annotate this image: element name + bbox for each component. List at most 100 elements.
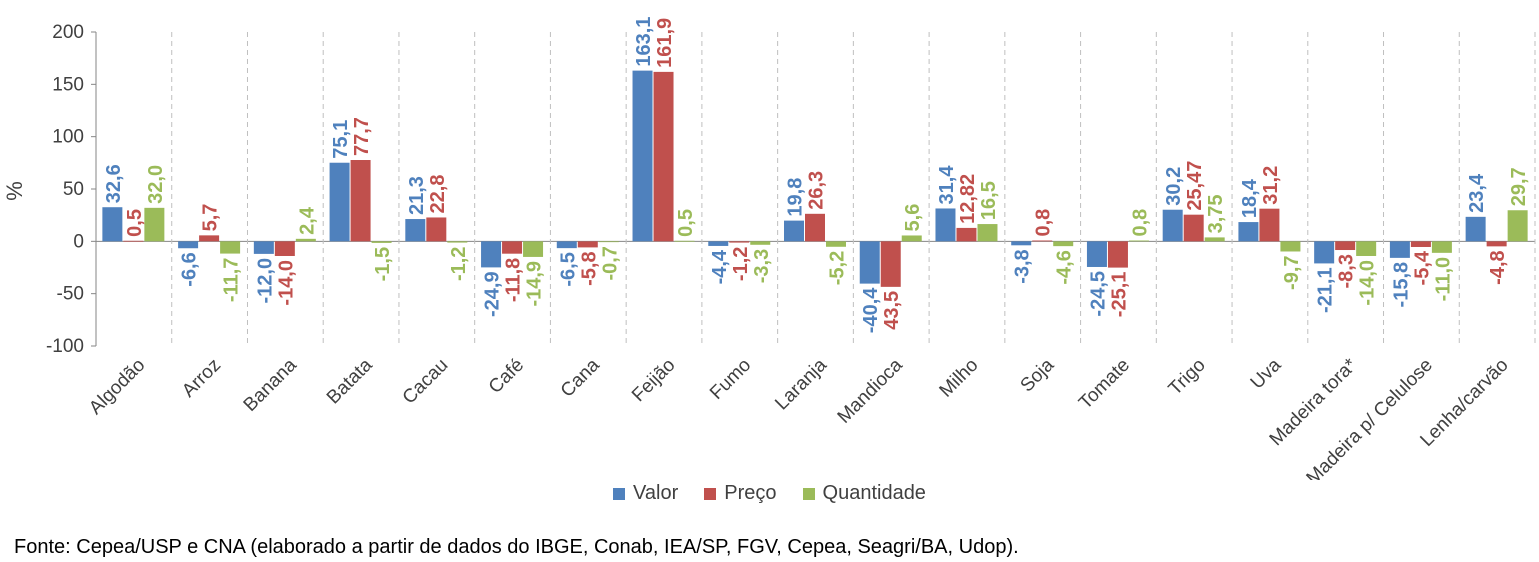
bar-valor-4	[405, 219, 426, 242]
y-tick-label: 100	[52, 127, 84, 148]
data-label-valor-15: 18,4	[1239, 178, 1261, 218]
data-label-preço-4: 22,8	[427, 175, 449, 214]
category-label: Café	[485, 355, 528, 398]
category-label: Laranja	[771, 354, 831, 414]
bar-valor-9	[784, 220, 804, 242]
data-label-preço-3: 77,7	[351, 117, 373, 156]
category-label: Cana	[557, 354, 604, 401]
bar-quantidade-3	[371, 241, 392, 243]
legend-swatch-valor	[613, 487, 626, 500]
category-label: Batata	[323, 354, 377, 408]
bar-preço-7	[653, 71, 674, 242]
data-label-quantidade-4: -1,2	[448, 247, 470, 281]
data-label-valor-9: 19,8	[785, 178, 807, 217]
data-label-preço-16: -8,3	[1336, 254, 1358, 288]
data-label-valor-11: 31,4	[936, 165, 958, 205]
data-label-preço-8: -1,2	[730, 247, 752, 281]
data-label-preço-17: -5,4	[1411, 250, 1433, 285]
legend-item-valor: Valor	[613, 482, 678, 505]
bar-valor-1	[178, 241, 199, 249]
bar-quantidade-9	[826, 241, 846, 247]
bar-preço-14	[1183, 214, 1204, 242]
chart-legend: Valor Preço Quantidade	[0, 482, 1539, 505]
data-label-valor-0: 32,6	[103, 164, 125, 203]
bar-valor-16	[1314, 241, 1335, 264]
data-label-quantidade-11: 16,5	[978, 181, 1000, 220]
data-label-quantidade-10: 5,6	[902, 204, 924, 232]
data-label-preço-14: 25,47	[1184, 161, 1206, 211]
bar-valor-7	[632, 70, 653, 242]
bar-quantidade-15	[1280, 241, 1301, 252]
bar-quantidade-8	[750, 241, 771, 245]
bar-quantidade-10	[901, 235, 922, 242]
bar-valor-6	[556, 241, 577, 249]
data-label-valor-7: 163,1	[633, 17, 655, 67]
bar-preço-16	[1335, 241, 1356, 251]
data-label-preço-1: 5,7	[200, 204, 222, 232]
data-label-quantidade-3: -1,5	[372, 247, 394, 281]
category-label: Trigo	[1165, 355, 1210, 400]
category-label: Banana	[240, 354, 301, 415]
category-label: Milho	[936, 355, 983, 402]
data-label-preço-10: 43,5	[881, 291, 903, 330]
data-label-valor-8: -4,4	[709, 249, 731, 284]
category-label: Mandioca	[834, 354, 907, 427]
bar-preço-0	[123, 240, 144, 242]
bar-preço-1	[199, 235, 220, 242]
data-label-quantidade-17: -11,0	[1432, 257, 1454, 301]
bar-preço-6	[577, 241, 598, 248]
legend-label-valor: Valor	[633, 482, 679, 504]
data-label-valor-17: -15,8	[1390, 262, 1412, 308]
legend-item-quantidade: Quantidade	[802, 482, 926, 505]
data-label-preço-12: 0,8	[1033, 209, 1055, 237]
bar-quantidade-14	[1204, 237, 1225, 242]
bar-valor-5	[481, 241, 502, 268]
bar-quantidade-12	[1053, 241, 1074, 247]
bar-quantidade-7	[674, 240, 695, 242]
data-label-valor-6: -6,5	[557, 252, 579, 286]
bar-quantidade-11	[977, 224, 998, 242]
bar-quantidade-2	[295, 238, 316, 242]
bar-quantidade-0	[144, 207, 165, 242]
bar-preço-9	[805, 213, 825, 242]
category-label: Algodão	[85, 355, 149, 419]
data-label-quantidade-13: 0,8	[1129, 209, 1151, 237]
bar-preço-13	[1107, 241, 1128, 268]
bar-quantidade-18	[1507, 210, 1528, 242]
category-label: Madeira p/ Celulose	[1303, 355, 1437, 480]
category-label: Feijão	[628, 355, 679, 406]
category-label: Arroz	[178, 355, 225, 402]
data-label-valor-4: 21,3	[406, 176, 428, 215]
data-label-preço-11: 12,82	[957, 174, 979, 224]
data-label-quantidade-15: -9,7	[1281, 255, 1303, 289]
data-label-quantidade-9: -5,2	[827, 251, 849, 285]
data-label-quantidade-6: -0,7	[599, 246, 621, 280]
data-label-quantidade-16: -14,0	[1357, 260, 1379, 306]
source-note: Fonte: Cepea/USP e CNA (elaborado a part…	[14, 536, 1019, 558]
bar-valor-12	[1011, 241, 1032, 246]
bar-preço-11	[956, 227, 977, 242]
legend-swatch-quantidade	[802, 487, 815, 500]
y-axis-title: %	[2, 181, 27, 201]
data-label-valor-18: 23,4	[1466, 173, 1488, 213]
data-label-valor-12: -3,8	[1012, 249, 1034, 283]
bar-preço-15	[1259, 208, 1280, 242]
bar-valor-3	[329, 162, 350, 242]
data-label-preço-15: 31,2	[1260, 166, 1282, 205]
bar-valor-14	[1162, 209, 1183, 242]
y-tick-label: 150	[52, 74, 84, 95]
bar-chart: -100 -50 0 50 100 150 200% 32,6 0,5 32,0 Algodão -6…	[2, 17, 1536, 480]
bar-quantidade-1	[220, 241, 241, 254]
data-label-quantidade-14: 3,75	[1205, 194, 1227, 233]
y-tick-label: 200	[52, 22, 84, 43]
bar-preço-12	[1032, 240, 1053, 242]
data-label-quantidade-18: 29,7	[1508, 167, 1530, 206]
category-label: Uva	[1247, 354, 1286, 393]
data-label-quantidade-0: 32,0	[145, 165, 167, 204]
data-label-quantidade-8: -3,3	[751, 249, 773, 283]
bar-valor-18	[1465, 216, 1486, 242]
y-tick-label: 0	[73, 231, 84, 252]
bar-valor-11	[935, 208, 956, 242]
data-label-valor-2: -12,0	[254, 258, 276, 304]
data-label-quantidade-7: 0,5	[675, 209, 697, 237]
